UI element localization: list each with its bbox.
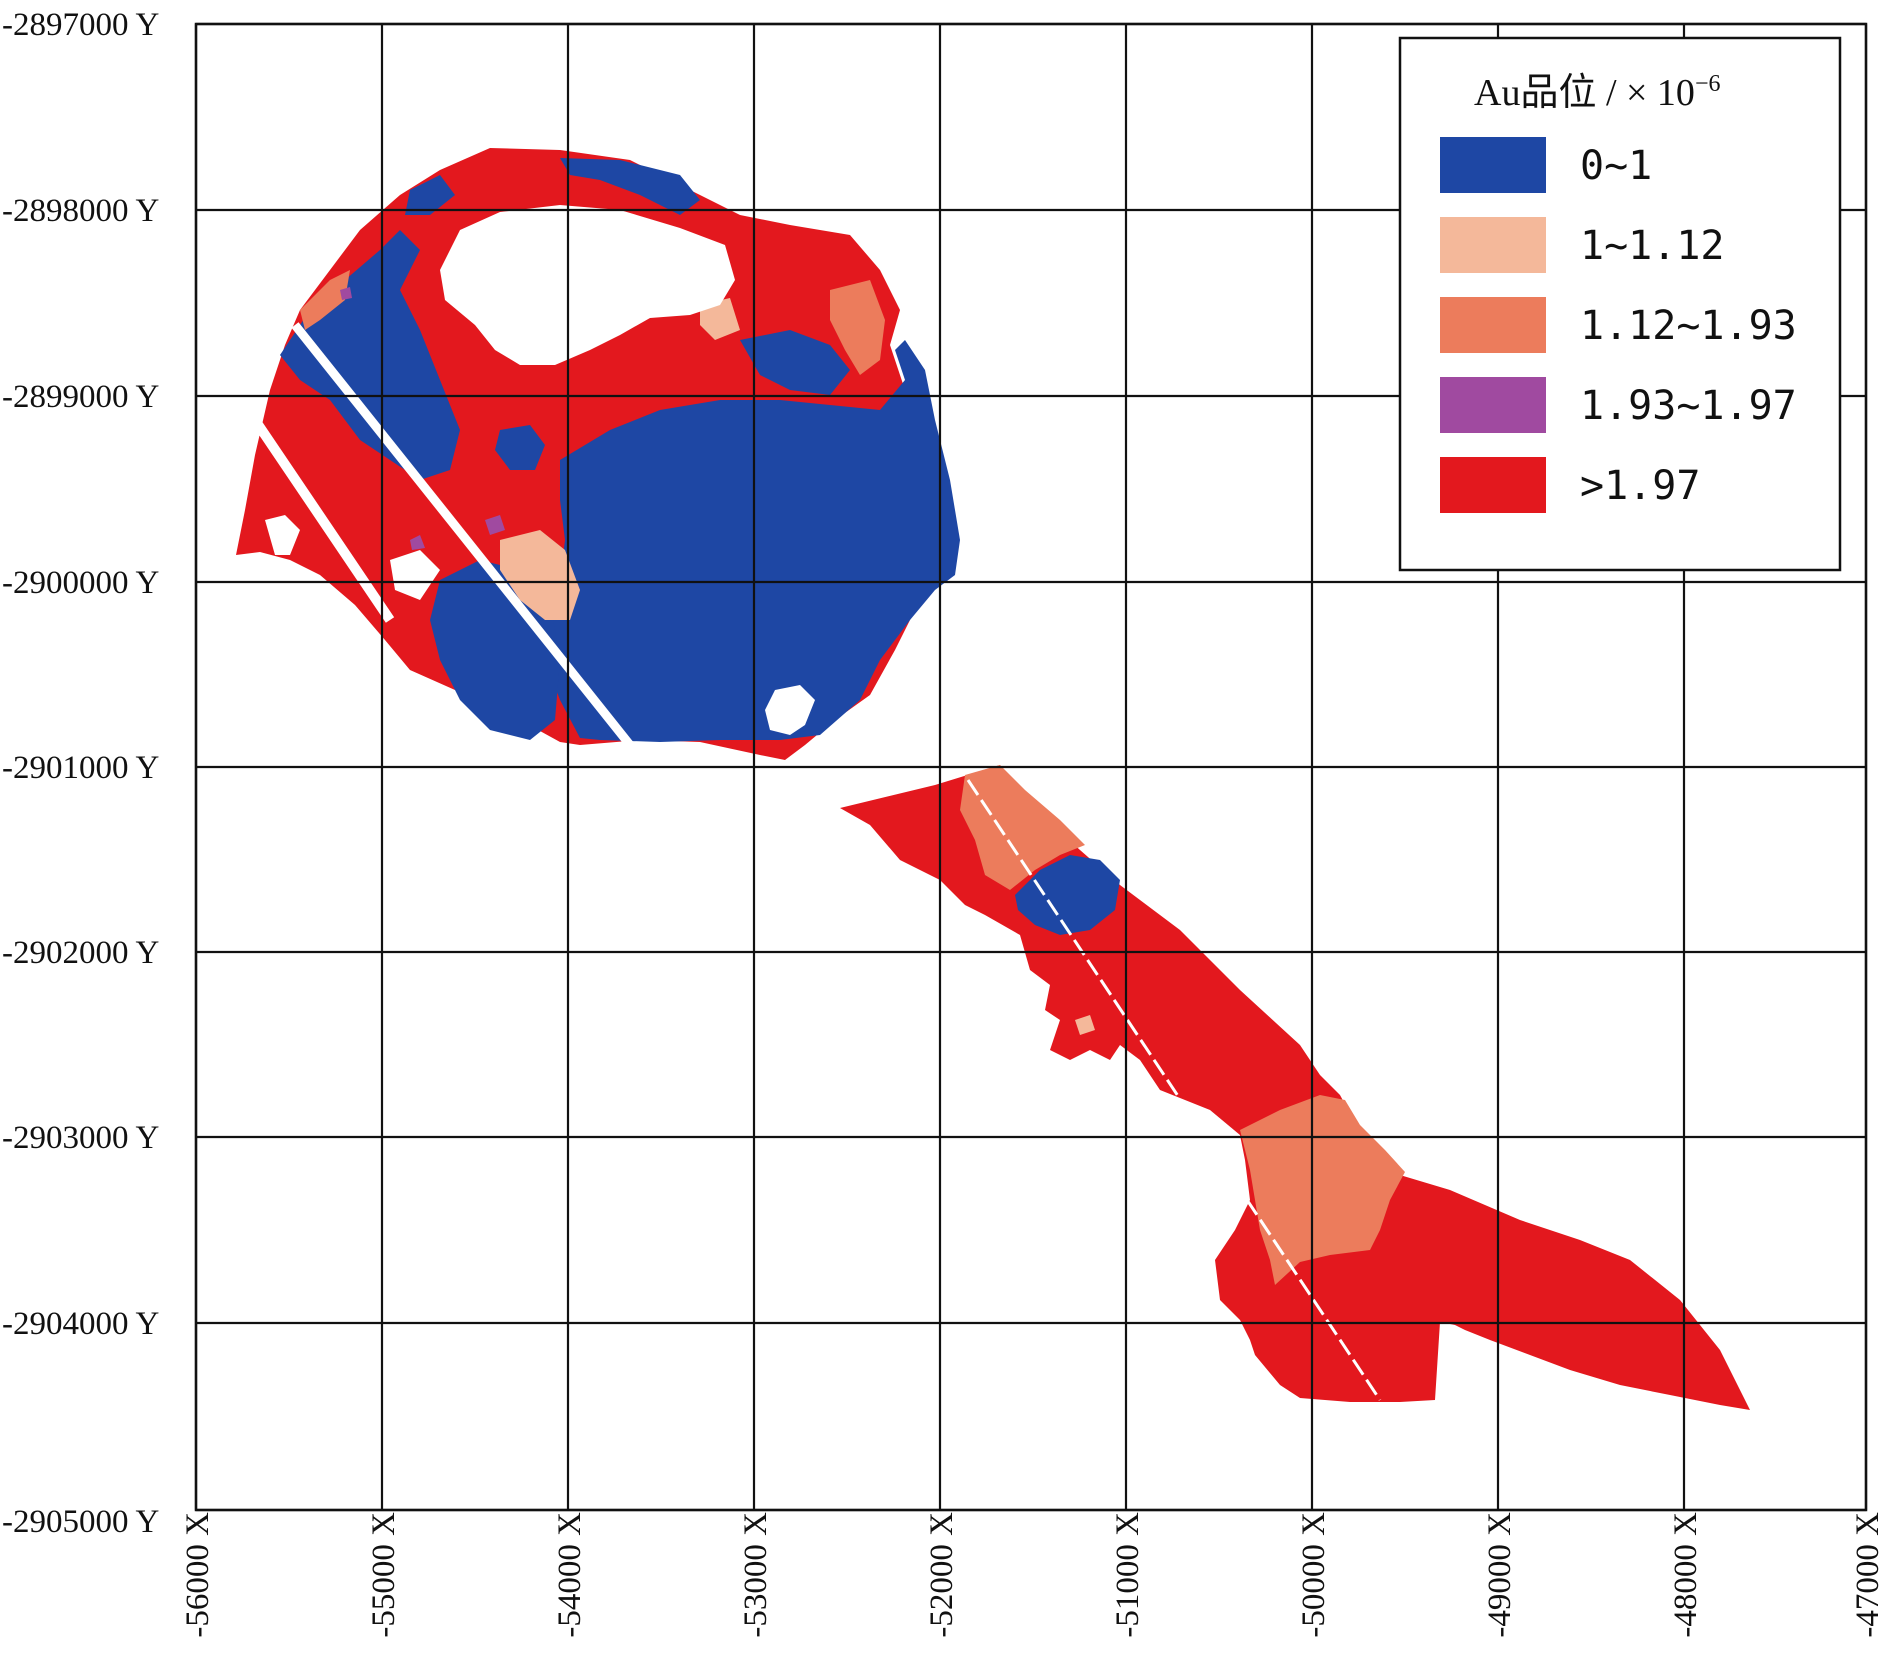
north-body-blue-northeast — [740, 330, 850, 395]
north-body-salmon-east — [830, 280, 885, 375]
south-body-salmon-central — [1240, 1095, 1405, 1285]
x-tick-label: -52000 X — [924, 1512, 960, 1638]
north-body-blue-west-rim — [405, 175, 455, 215]
y-tick-label: -2898000 Y — [2, 193, 159, 229]
south-body-white-fault — [966, 779, 1382, 1401]
north-ore-body — [236, 148, 960, 760]
north-body-pit-hole — [440, 205, 735, 365]
legend-item-label: 0~1 — [1580, 143, 1652, 189]
y-tick-label: -2903000 Y — [2, 1120, 159, 1156]
x-tick-label: -50000 X — [1296, 1512, 1332, 1638]
x-tick-label: -51000 X — [1110, 1512, 1146, 1638]
y-axis-labels: -2897000 Y -2898000 Y -2899000 Y -2900000 Y… — [2, 7, 159, 1540]
legend-item: >1.97 — [1440, 457, 1700, 513]
north-body-hole-west — [265, 515, 440, 600]
legend-title: Au品位 / × 10−6 — [1474, 71, 1720, 114]
legend-swatch — [1440, 217, 1546, 273]
y-tick-label: -2899000 Y — [2, 379, 159, 415]
north-body-blue-northwest — [280, 230, 460, 480]
north-body-blue-main — [545, 340, 960, 742]
x-tick-label: -48000 X — [1668, 1512, 1704, 1638]
x-axis-labels: -56000 X -55000 X -54000 X -53000 X -52000 X… — [180, 1512, 1886, 1638]
legend-item: 0~1 — [1440, 137, 1652, 193]
south-body-red-base — [840, 765, 1750, 1410]
legend-swatch — [1440, 137, 1546, 193]
y-tick-label: -2897000 Y — [2, 7, 159, 43]
legend-item: 1.12~1.93 — [1440, 297, 1797, 353]
south-body-blue-patch — [1015, 855, 1120, 935]
x-tick-label: -47000 X — [1850, 1512, 1886, 1638]
x-tick-label: -54000 X — [552, 1512, 588, 1638]
x-tick-label: -56000 X — [180, 1512, 216, 1638]
north-body-hole-south — [765, 685, 815, 735]
legend-item-label: 1~1.12 — [1580, 223, 1725, 269]
north-body-blue-north-rim — [560, 158, 700, 215]
south-body-light-salmon-speck — [1075, 1015, 1095, 1035]
legend-item-label: >1.97 — [1580, 463, 1700, 509]
legend-swatch — [1440, 377, 1546, 433]
legend-item: 1.93~1.97 — [1440, 377, 1797, 433]
legend-items: 0~1 1~1.12 1.12~1.93 1.93~1.97 >1.97 — [1440, 137, 1797, 513]
y-tick-label: -2900000 Y — [2, 565, 159, 601]
y-tick-label: -2901000 Y — [2, 750, 159, 786]
legend-item-label: 1.12~1.93 — [1580, 303, 1797, 349]
y-tick-label: -2904000 Y — [2, 1306, 159, 1342]
legend-swatch — [1440, 457, 1546, 513]
x-tick-label: -49000 X — [1482, 1512, 1518, 1638]
south-ore-body — [840, 765, 1750, 1410]
north-body-light-salmon-center — [500, 530, 580, 620]
legend-title-exponent: −6 — [1695, 71, 1721, 97]
y-tick-label: -2902000 Y — [2, 935, 159, 971]
x-tick-label: -55000 X — [366, 1512, 402, 1638]
north-body-light-salmon-east — [700, 298, 740, 340]
north-body-white-fault-2 — [250, 417, 395, 623]
legend-swatch — [1440, 297, 1546, 353]
legend: Au品位 / × 10−6 0~1 1~1.12 1.12~1.93 1.93~1.9… — [1398, 36, 1842, 572]
y-tick-label: -2905000 Y — [2, 1504, 159, 1540]
x-tick-label: -53000 X — [738, 1512, 774, 1638]
south-body-salmon-north-strip — [960, 765, 1085, 890]
north-body-blue-west-patch — [495, 425, 545, 470]
legend-item: 1~1.12 — [1440, 217, 1725, 273]
north-body-purple-specks — [340, 287, 505, 550]
map-grid — [194, 22, 1868, 1512]
legend-item-label: 1.93~1.97 — [1580, 383, 1797, 429]
north-body-salmon-west — [300, 270, 350, 330]
